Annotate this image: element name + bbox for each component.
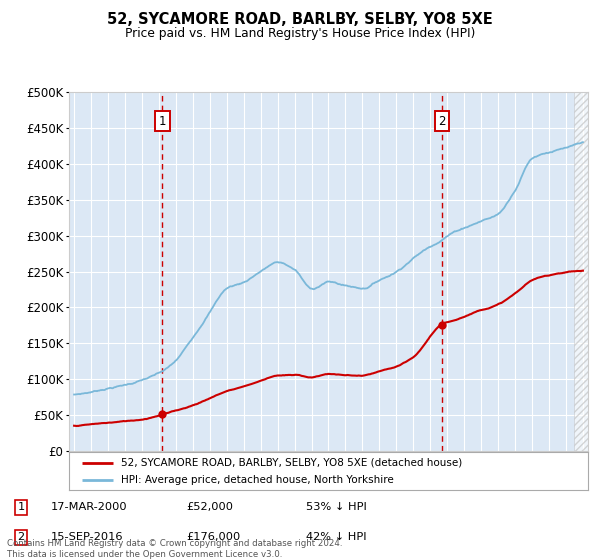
- Text: 53% ↓ HPI: 53% ↓ HPI: [306, 502, 367, 512]
- Text: HPI: Average price, detached house, North Yorkshire: HPI: Average price, detached house, Nort…: [121, 475, 394, 485]
- Bar: [574, 92, 592, 451]
- Text: Price paid vs. HM Land Registry's House Price Index (HPI): Price paid vs. HM Land Registry's House …: [125, 27, 475, 40]
- Text: £176,000: £176,000: [186, 533, 240, 543]
- Text: 15-SEP-2016: 15-SEP-2016: [51, 533, 124, 543]
- Text: 1: 1: [17, 502, 25, 512]
- Text: Contains HM Land Registry data © Crown copyright and database right 2024.
This d: Contains HM Land Registry data © Crown c…: [7, 539, 343, 559]
- Text: 52, SYCAMORE ROAD, BARLBY, SELBY, YO8 5XE: 52, SYCAMORE ROAD, BARLBY, SELBY, YO8 5X…: [107, 12, 493, 27]
- Text: £52,000: £52,000: [186, 502, 233, 512]
- Text: 1: 1: [159, 115, 166, 128]
- Text: 17-MAR-2000: 17-MAR-2000: [51, 502, 128, 512]
- Text: 2: 2: [439, 115, 446, 128]
- Text: 2: 2: [17, 533, 25, 543]
- Text: 52, SYCAMORE ROAD, BARLBY, SELBY, YO8 5XE (detached house): 52, SYCAMORE ROAD, BARLBY, SELBY, YO8 5X…: [121, 458, 462, 468]
- Text: 42% ↓ HPI: 42% ↓ HPI: [306, 533, 367, 543]
